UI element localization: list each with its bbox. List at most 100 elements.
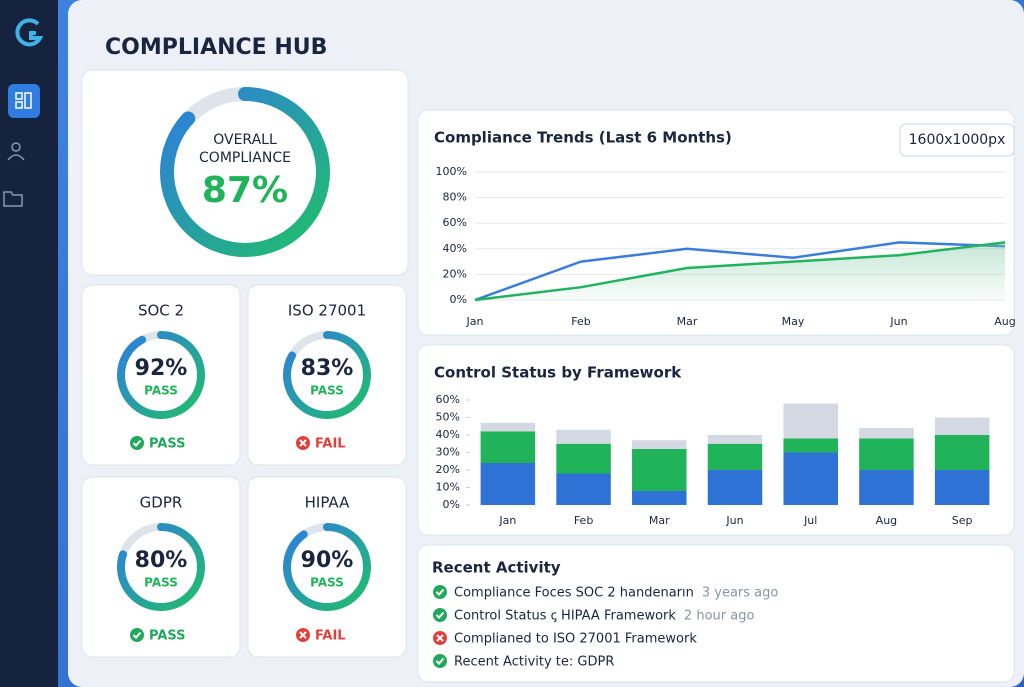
status-glyph: [435, 611, 445, 619]
bar-segment: [480, 463, 536, 505]
nav-icon: [15, 92, 23, 100]
framework-value: 80%: [135, 548, 188, 573]
x-tick-label: Jul: [803, 514, 817, 527]
bar-segment: [934, 470, 990, 505]
chart-title: Compliance Trends (Last 6 Months): [434, 129, 732, 147]
y-tick-label: 30%: [436, 446, 460, 459]
line: [474, 241, 1006, 302]
status-glyph: [132, 439, 142, 447]
framework-name: SOC 2: [138, 302, 184, 320]
activity-time: 3 years ago: [702, 586, 779, 601]
framework-gauge-text: PASS: [144, 576, 178, 590]
activity-text: Compliance Foces SOC 2 handenarın: [454, 586, 694, 601]
card: [247, 476, 407, 658]
framework-gauge-text: PASS: [144, 384, 178, 398]
bar-segment: [859, 428, 914, 439]
gauge-arc: [283, 331, 371, 419]
framework-status: FAIL: [315, 629, 346, 644]
y-tick-label: 60%: [436, 393, 460, 406]
card: [81, 284, 241, 466]
y-tick-label: 20%: [436, 463, 460, 476]
x-tick-label: May: [782, 315, 805, 328]
activity-text: Complianed to ISO 27001 Framework: [454, 632, 697, 647]
bar-segment: [859, 438, 914, 470]
x-tick-label: Mar: [649, 514, 670, 527]
nav-dashboard[interactable]: [8, 84, 40, 118]
bar-segment: [632, 440, 687, 449]
card: [81, 476, 241, 658]
x-tick-label: Feb: [571, 315, 590, 328]
framework-gauge-text: PASS: [310, 576, 344, 590]
y-tick-label: 10%: [436, 481, 460, 494]
status-glyph: [132, 631, 142, 639]
overall-label: OVERALL: [213, 132, 277, 148]
gauge-arc: [160, 87, 330, 257]
bar-segment: [707, 443, 763, 470]
card: [417, 544, 1015, 683]
x-tick-label: Aug: [994, 315, 1015, 328]
x-tick-label: Jan: [498, 514, 516, 527]
framework-value: 92%: [135, 356, 188, 381]
bar-segment: [707, 435, 763, 444]
bar-segment: [632, 449, 687, 491]
x-tick-label: Aug: [876, 514, 897, 527]
logo: [15, 18, 44, 47]
y-tick-label: 80%: [443, 191, 467, 204]
nav-folder[interactable]: [3, 191, 23, 207]
nav-users[interactable]: [11, 142, 21, 152]
status-glyph: [435, 588, 445, 596]
page-title: COMPLIANCE HUB: [105, 35, 327, 60]
bar-segment: [934, 417, 990, 435]
bar-segment: [480, 431, 536, 463]
line: [474, 241, 1006, 302]
overall-value: 87%: [202, 170, 288, 211]
framework-name: HIPAA: [305, 494, 350, 512]
bar-segment: [783, 403, 838, 439]
gauge-arc: [283, 523, 371, 611]
bar-segment: [707, 470, 763, 505]
y-tick-label: 0%: [450, 293, 467, 306]
card: [81, 69, 409, 276]
bar-segment: [556, 473, 611, 505]
status-glyph: [299, 631, 307, 639]
bar-segment: [934, 435, 990, 470]
framework-value: 90%: [301, 548, 354, 573]
activity-text: Control Status ꞔ HIPAA Framework: [454, 609, 676, 624]
x-tick-label: Jan: [466, 315, 484, 328]
x-tick-label: Jun: [889, 315, 907, 328]
framework-status: PASS: [149, 437, 186, 452]
activity-time: 2 hour ago: [684, 609, 755, 624]
framework-name: GDPR: [140, 494, 183, 512]
x-tick-label: Jun: [725, 514, 743, 527]
framework-value: 83%: [301, 356, 354, 381]
status-glyph: [436, 634, 444, 642]
nav-icon: [7, 154, 25, 161]
size-badge: [899, 123, 1015, 157]
chart-title: Control Status by Framework: [434, 364, 682, 382]
overall-label: COMPLIANCE: [199, 150, 291, 166]
bar-segment: [556, 443, 611, 474]
activity-title: Recent Activity: [432, 559, 561, 577]
bar-segment: [859, 470, 914, 505]
y-tick-label: 60%: [443, 216, 467, 229]
x-tick-label: Feb: [574, 514, 593, 527]
status-glyph: [299, 439, 307, 447]
size-badge-text: 1600x1000px: [909, 132, 1006, 148]
bar-segment: [783, 452, 838, 505]
x-tick-label: Sep: [952, 514, 973, 527]
x-tick-label: Mar: [677, 315, 698, 328]
y-tick-label: 20%: [443, 267, 467, 280]
bar-segment: [783, 438, 838, 453]
card: [247, 284, 407, 466]
activity-text: Recent Activity te: GDPR: [454, 655, 614, 670]
nav-icon: [15, 101, 23, 109]
nav-icon: [24, 92, 32, 109]
gauge-arc: [117, 523, 205, 611]
y-tick-label: 0%: [443, 498, 460, 511]
y-tick-label: 40%: [436, 428, 460, 441]
y-tick-label: 50%: [436, 411, 460, 424]
framework-status: PASS: [149, 629, 186, 644]
bar-segment: [556, 429, 611, 444]
